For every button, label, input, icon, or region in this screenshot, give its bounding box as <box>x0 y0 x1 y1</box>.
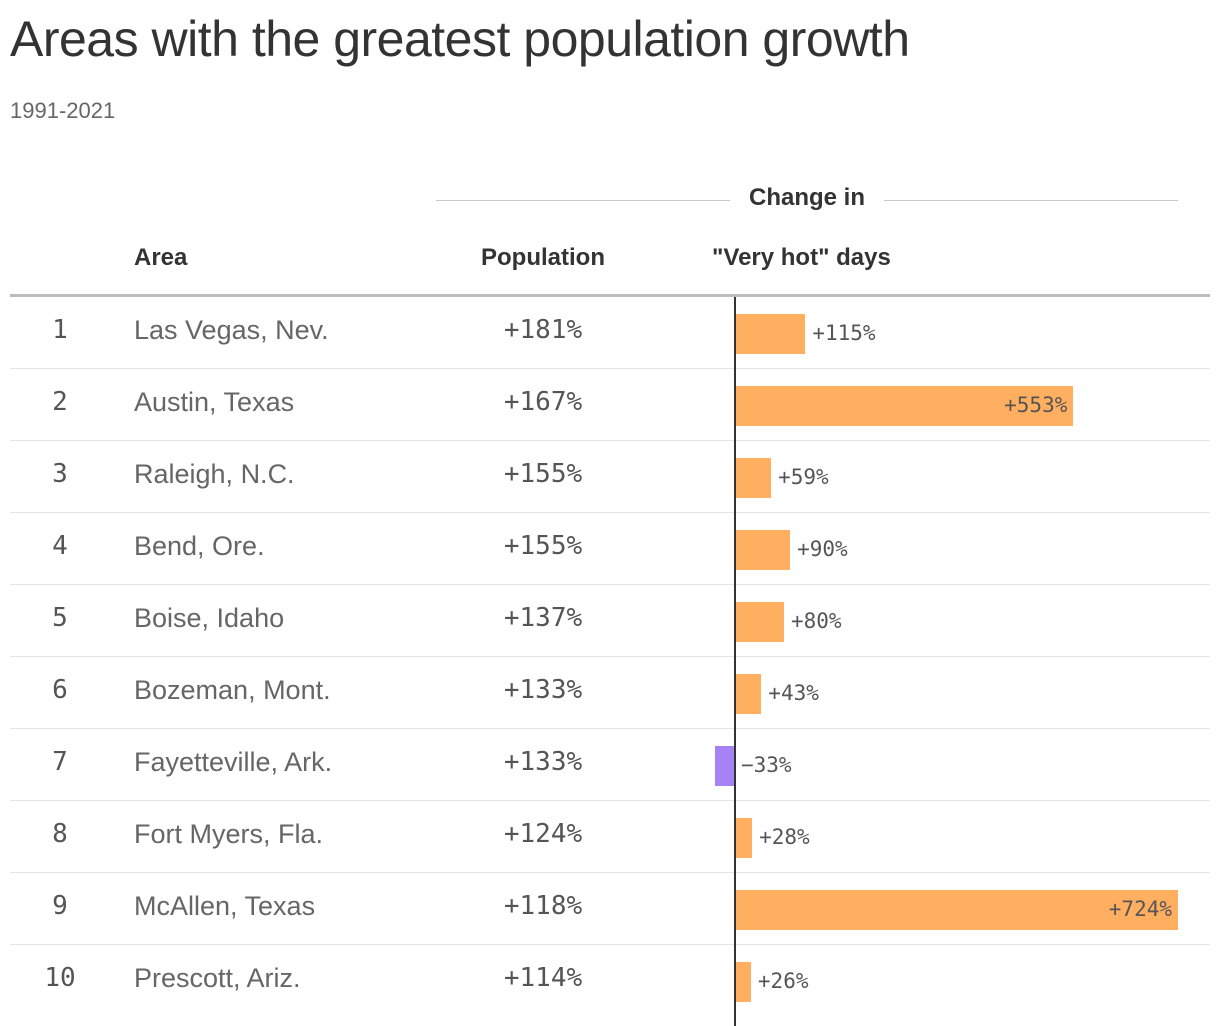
area-cell: Bozeman, Mont. <box>134 675 331 705</box>
chart-title: Areas with the greatest population growt… <box>10 11 910 67</box>
very-hot-days-label: +26% <box>757 969 809 993</box>
very-hot-days-label: +43% <box>768 681 819 705</box>
bar-zero-axis <box>734 297 736 1026</box>
table-row: 3 Raleigh, N.C. +155% +59% <box>10 441 1210 513</box>
table-row: 5 Boise, Idaho +137% +80% <box>10 585 1210 657</box>
very-hot-days-label: +80% <box>790 609 842 633</box>
header-rule <box>10 294 1210 297</box>
population-change-cell: +124% <box>503 819 583 849</box>
very-hot-days-bar <box>735 530 791 570</box>
very-hot-days-bar <box>735 890 1178 930</box>
area-cell: Boise, Idaho <box>134 603 285 633</box>
population-change-cell: +114% <box>503 963 583 993</box>
table-row: 6 Bozeman, Mont. +133% +43% <box>10 657 1210 729</box>
area-cell: Prescott, Ariz. <box>134 963 301 993</box>
very-hot-days-bar <box>735 458 772 498</box>
change-in-group-header: Change in <box>436 182 1178 218</box>
rank-cell: 7 <box>52 747 68 777</box>
population-change-cell: +155% <box>503 459 583 489</box>
area-cell: Raleigh, N.C. <box>134 459 295 489</box>
table-row: 8 Fort Myers, Fla. +124% +28% <box>10 801 1210 873</box>
very-hot-days-label: −33% <box>741 753 792 777</box>
column-header-area: Area <box>134 244 188 271</box>
population-change-cell: +167% <box>503 387 583 417</box>
very-hot-days-label: +553% <box>1004 393 1068 417</box>
population-change-cell: +155% <box>503 531 583 561</box>
chart-subtitle: 1991-2021 <box>10 98 116 123</box>
population-change-cell: +181% <box>503 315 583 345</box>
population-change-cell: +133% <box>503 747 583 777</box>
rank-cell: 4 <box>52 531 68 561</box>
rank-cell: 8 <box>52 819 68 849</box>
table-row: 1 Las Vegas, Nev. +181% +115% <box>10 297 1210 369</box>
very-hot-days-bar <box>714 746 735 786</box>
table-row: 10 Prescott, Ariz. +114% +26% <box>10 945 1210 1017</box>
area-cell: Bend, Ore. <box>134 531 265 561</box>
rank-cell: 10 <box>44 963 76 993</box>
group-header-rule-right <box>884 200 1178 201</box>
table-row: 2 Austin, Texas +167% +553% <box>10 369 1210 441</box>
area-cell: Fort Myers, Fla. <box>134 819 324 849</box>
rank-cell: 6 <box>52 675 68 705</box>
very-hot-days-label: +90% <box>797 537 848 561</box>
group-header-rule-left <box>436 200 730 201</box>
very-hot-days-label: +115% <box>812 321 876 345</box>
table-row: 7 Fayetteville, Ark. +133% −33% <box>10 729 1210 801</box>
very-hot-days-label: +28% <box>759 825 810 849</box>
group-header-label: Change in <box>748 184 865 211</box>
rank-cell: 9 <box>52 891 68 921</box>
very-hot-days-bar <box>735 674 762 714</box>
population-change-cell: +133% <box>503 675 583 705</box>
very-hot-days-bar <box>735 602 784 642</box>
rank-cell: 3 <box>52 459 68 489</box>
very-hot-days-bar <box>735 386 1074 426</box>
very-hot-days-bar <box>735 962 751 1002</box>
rank-cell: 2 <box>52 387 68 417</box>
rank-cell: 5 <box>52 603 68 633</box>
population-change-cell: +118% <box>503 891 583 921</box>
rank-cell: 1 <box>52 315 68 345</box>
area-cell: McAllen, Texas <box>134 891 316 921</box>
area-cell: Austin, Texas <box>134 387 295 417</box>
table-body: 1 Las Vegas, Nev. +181% +115% 2 Austin, Texas… <box>10 297 1210 1017</box>
column-header-very-hot-days: "Very hot" days <box>712 244 891 271</box>
very-hot-days-bar <box>735 314 806 354</box>
very-hot-days-label: +724% <box>1108 897 1172 921</box>
table-row: 9 McAllen, Texas +118% +724% <box>10 873 1210 945</box>
very-hot-days-label: +59% <box>778 465 829 489</box>
table-row: 4 Bend, Ore. +155% +90% <box>10 513 1210 585</box>
population-change-cell: +137% <box>503 603 583 633</box>
very-hot-days-bar <box>735 818 753 858</box>
area-cell: Fayetteville, Ark. <box>134 747 333 777</box>
column-header-population: Population <box>481 244 605 271</box>
area-cell: Las Vegas, Nev. <box>134 315 329 345</box>
